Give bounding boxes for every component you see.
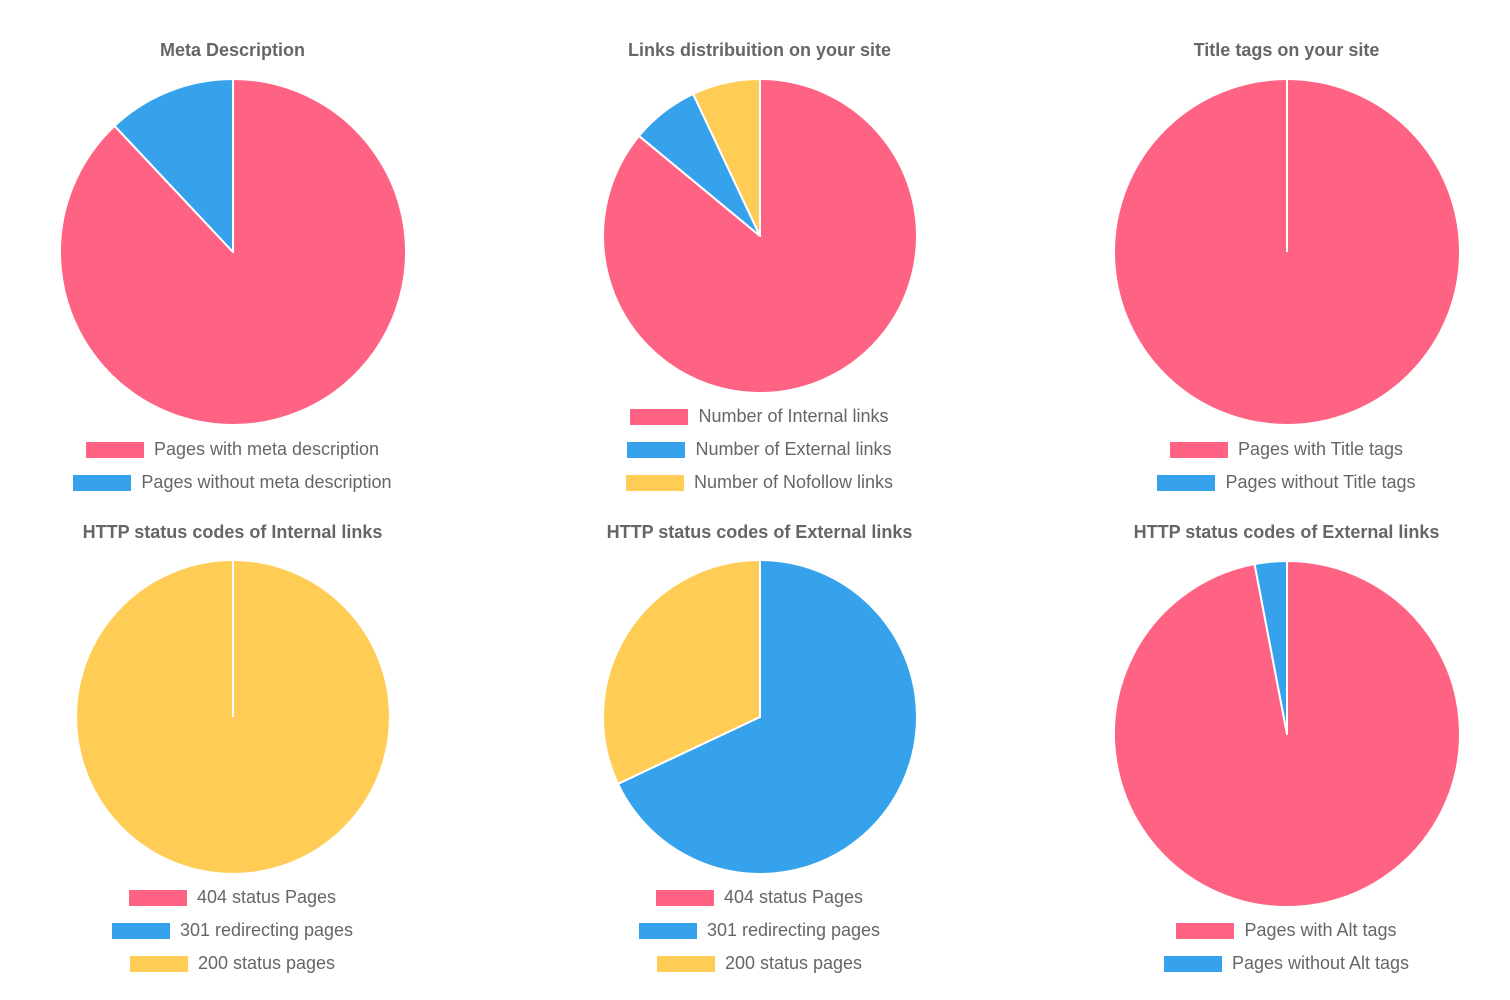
chart-title: HTTP status codes of Internal links — [82, 522, 383, 542]
legend-swatch — [630, 408, 689, 425]
legend-swatch — [1169, 441, 1228, 458]
legend: Number of Internal links Number of Exter… — [527, 400, 992, 499]
pie-slice-pages-with-title-tags[interactable] — [1113, 78, 1461, 426]
pie-slice-301-redirecting-pages[interactable] — [616, 559, 918, 875]
chart-title: HTTP status codes of External links — [1133, 522, 1440, 542]
legend: Pages with Title tags Pages without Titl… — [1054, 433, 1510, 499]
legend-item-200[interactable]: 200 status pages — [527, 947, 992, 980]
legend: Pages with Alt tags Pages without Alt ta… — [1054, 914, 1510, 980]
pie-slice-200-status-pages[interactable] — [75, 559, 391, 875]
legend-swatch — [655, 889, 714, 906]
legend-item-404[interactable]: 404 status Pages — [527, 881, 992, 914]
chart-title: HTTP status codes of External links — [606, 522, 913, 542]
legend-item-nofollow-links[interactable]: Number of Nofollow links — [527, 466, 992, 499]
legend-label: Pages with Title tags — [1237, 439, 1404, 459]
legend-item-without-meta[interactable]: Pages without meta description — [0, 466, 465, 499]
legend-label: Pages without meta description — [141, 472, 392, 492]
legend-item-404[interactable]: 404 status Pages — [0, 881, 465, 914]
legend-swatch — [111, 922, 170, 939]
legend-item-without-title[interactable]: Pages without Title tags — [1054, 466, 1510, 499]
legend-item-with-title[interactable]: Pages with Title tags — [1054, 433, 1510, 466]
legend-item-with-meta[interactable]: Pages with meta description — [0, 433, 465, 466]
legend-label: Pages with Alt tags — [1244, 920, 1397, 940]
pie-plot — [1113, 78, 1461, 426]
legend: Pages with meta description Pages withou… — [0, 433, 465, 499]
legend-swatch — [1163, 955, 1222, 972]
legend-label: 200 status pages — [724, 953, 863, 973]
legend-swatch — [129, 955, 188, 972]
pie-plot — [75, 559, 391, 875]
legend-item-200[interactable]: 200 status pages — [0, 947, 465, 980]
pie-chart-meta-description: Meta Description Pages with meta descrip… — [0, 0, 465, 500]
pie-plot — [602, 559, 918, 875]
legend-label: Number of Internal links — [698, 406, 889, 426]
pie-plot — [58, 78, 407, 426]
legend-swatch — [638, 922, 697, 939]
legend: 404 status Pages 301 redirecting pages 2… — [527, 881, 992, 980]
legend-label: 404 status Pages — [196, 887, 337, 907]
chart-title: Links distribuition on your site — [627, 40, 891, 60]
legend-label: Pages with meta description — [153, 439, 380, 459]
pie-chart-links-distribution: Links distribuition on your site Number … — [527, 0, 992, 500]
legend-label: 301 redirecting pages — [179, 920, 354, 940]
legend-swatch — [627, 441, 686, 458]
legend-label: Number of External links — [695, 439, 892, 459]
pie-chart-internal-status: HTTP status codes of Internal links 404 … — [0, 482, 465, 1000]
pie-slice-pages-without-meta-description[interactable] — [113, 78, 234, 253]
legend-item-without-alt[interactable]: Pages without Alt tags — [1054, 947, 1510, 980]
pie-plot — [602, 78, 918, 394]
pie-chart-alt-tags: HTTP status codes of External links Page… — [1054, 482, 1510, 1000]
legend-label: 200 status pages — [197, 953, 336, 973]
legend-item-external-links[interactable]: Number of External links — [527, 433, 992, 466]
legend-swatch — [656, 955, 715, 972]
legend-swatch — [625, 474, 684, 491]
legend-item-301[interactable]: 301 redirecting pages — [0, 914, 465, 947]
pie-chart-title-tags: Title tags on your site Pages with Title… — [1054, 0, 1510, 500]
legend-label: Pages without Title tags — [1225, 472, 1416, 492]
legend-item-with-alt[interactable]: Pages with Alt tags — [1054, 914, 1510, 947]
legend-swatch — [1157, 474, 1216, 491]
legend-label: 404 status Pages — [723, 887, 864, 907]
legend-item-internal-links[interactable]: Number of Internal links — [527, 400, 992, 433]
legend-label: 301 redirecting pages — [706, 920, 881, 940]
chart-title: Title tags on your site — [1193, 40, 1380, 60]
legend-swatch — [73, 474, 132, 491]
legend-swatch — [1176, 922, 1235, 939]
legend-item-301[interactable]: 301 redirecting pages — [527, 914, 992, 947]
legend-label: Pages without Alt tags — [1231, 953, 1410, 973]
pie-slice-number-of-nofollow-links[interactable] — [692, 78, 761, 237]
legend: 404 status Pages 301 redirecting pages 2… — [0, 881, 465, 980]
legend-label: Number of Nofollow links — [693, 472, 894, 492]
legend-swatch — [128, 889, 187, 906]
pie-slice-pages-without-alt-tags[interactable] — [1253, 560, 1288, 735]
pie-slice-200-status-pages[interactable] — [602, 559, 761, 785]
pie-chart-external-status: HTTP status codes of External links 404 … — [527, 482, 992, 1000]
legend-swatch — [85, 441, 144, 458]
chart-title: Meta Description — [159, 40, 306, 60]
pie-plot — [1113, 560, 1461, 908]
